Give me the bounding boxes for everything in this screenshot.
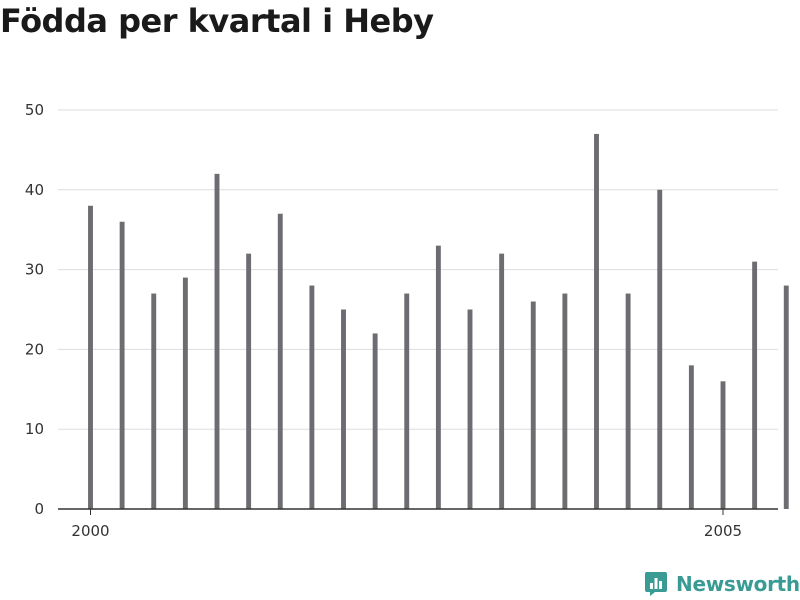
bar <box>435 245 441 509</box>
y-tick-label: 30 <box>25 261 44 279</box>
x-tick-label: 2000 <box>71 522 109 540</box>
x-tick-label: 2005 <box>704 522 742 540</box>
y-tick-label: 0 <box>34 500 44 518</box>
bar <box>657 189 663 510</box>
bar <box>309 285 315 509</box>
newsworthy-logo: Newsworthy <box>644 568 800 600</box>
bar <box>594 133 599 509</box>
bar <box>530 301 536 509</box>
chart-title: Födda per kvartal i Heby <box>0 2 434 40</box>
bar <box>341 309 346 509</box>
bar <box>688 365 694 509</box>
bar <box>88 205 93 509</box>
bar <box>182 277 188 509</box>
y-tick-label: 20 <box>25 340 44 358</box>
bar <box>499 253 505 509</box>
bar <box>562 293 568 509</box>
y-tick-label: 10 <box>25 420 44 438</box>
bar <box>404 293 410 509</box>
y-tick-label: 50 <box>25 101 44 119</box>
bar <box>214 173 220 509</box>
bar <box>372 333 378 509</box>
brand-name: Newsworthy <box>676 572 800 596</box>
y-tick-label: 40 <box>25 181 44 199</box>
bar <box>752 261 758 509</box>
bar <box>783 285 789 509</box>
x-axis-ticks: 200020052010201520202025 <box>71 509 742 540</box>
gridlines <box>58 109 778 430</box>
bar <box>246 253 252 509</box>
bar <box>625 293 631 509</box>
bar <box>151 293 157 509</box>
y-axis-ticks: 0 10 20 30 40 50 <box>25 101 44 518</box>
bars <box>88 133 789 510</box>
bar <box>119 221 125 509</box>
bar <box>467 309 473 509</box>
bar <box>277 213 283 510</box>
bar <box>720 381 726 509</box>
newsworthy-chart-icon <box>645 572 667 596</box>
